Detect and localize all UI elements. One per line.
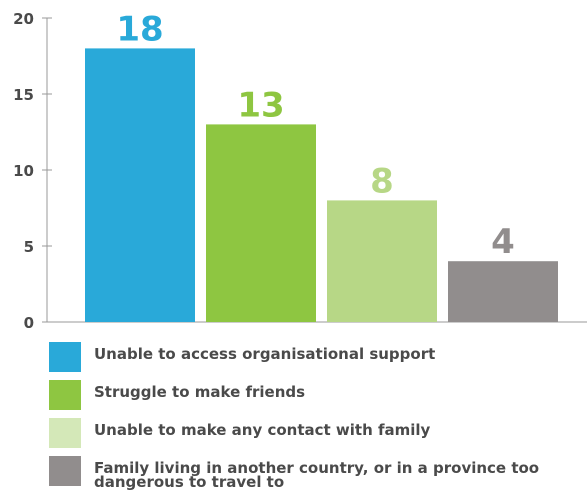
y-tick-label: 5: [24, 238, 34, 256]
legend-label: Family living in another country, or in …: [94, 459, 540, 491]
legend: Unable to access organisational support …: [49, 342, 587, 504]
legend-label: Unable to access organisational support: [94, 345, 436, 363]
data-label: 8: [370, 161, 394, 201]
legend-swatch: [49, 380, 81, 410]
y-tick-label: 10: [13, 162, 34, 180]
data-label: 4: [491, 222, 515, 262]
legend-label: Unable to make any contact with family: [94, 421, 431, 439]
bar: [327, 200, 437, 322]
y-tick-label: 0: [24, 314, 34, 332]
legend-swatch: [49, 342, 81, 372]
bar: [85, 48, 195, 323]
legend-item: Struggle to make friends: [49, 380, 587, 410]
y-tick-label: 15: [13, 86, 34, 104]
bar-chart: 0 5 10 15 20 18 13 8 4: [13, 9, 587, 332]
legend-label: Struggle to make friends: [94, 383, 306, 401]
data-label: 13: [237, 85, 284, 125]
legend-swatch: [49, 456, 81, 486]
legend-item: Family living in another country, or in …: [49, 456, 587, 496]
legend-swatch: [49, 418, 81, 448]
y-tick-label: 20: [13, 10, 34, 28]
bar: [448, 261, 558, 322]
bar: [206, 124, 316, 323]
bars: [85, 48, 558, 323]
legend-item: Unable to make any contact with family: [49, 418, 587, 448]
data-label: 18: [116, 9, 163, 49]
legend-item: Unable to access organisational support: [49, 342, 587, 372]
data-labels: 18 13 8 4: [116, 9, 515, 262]
